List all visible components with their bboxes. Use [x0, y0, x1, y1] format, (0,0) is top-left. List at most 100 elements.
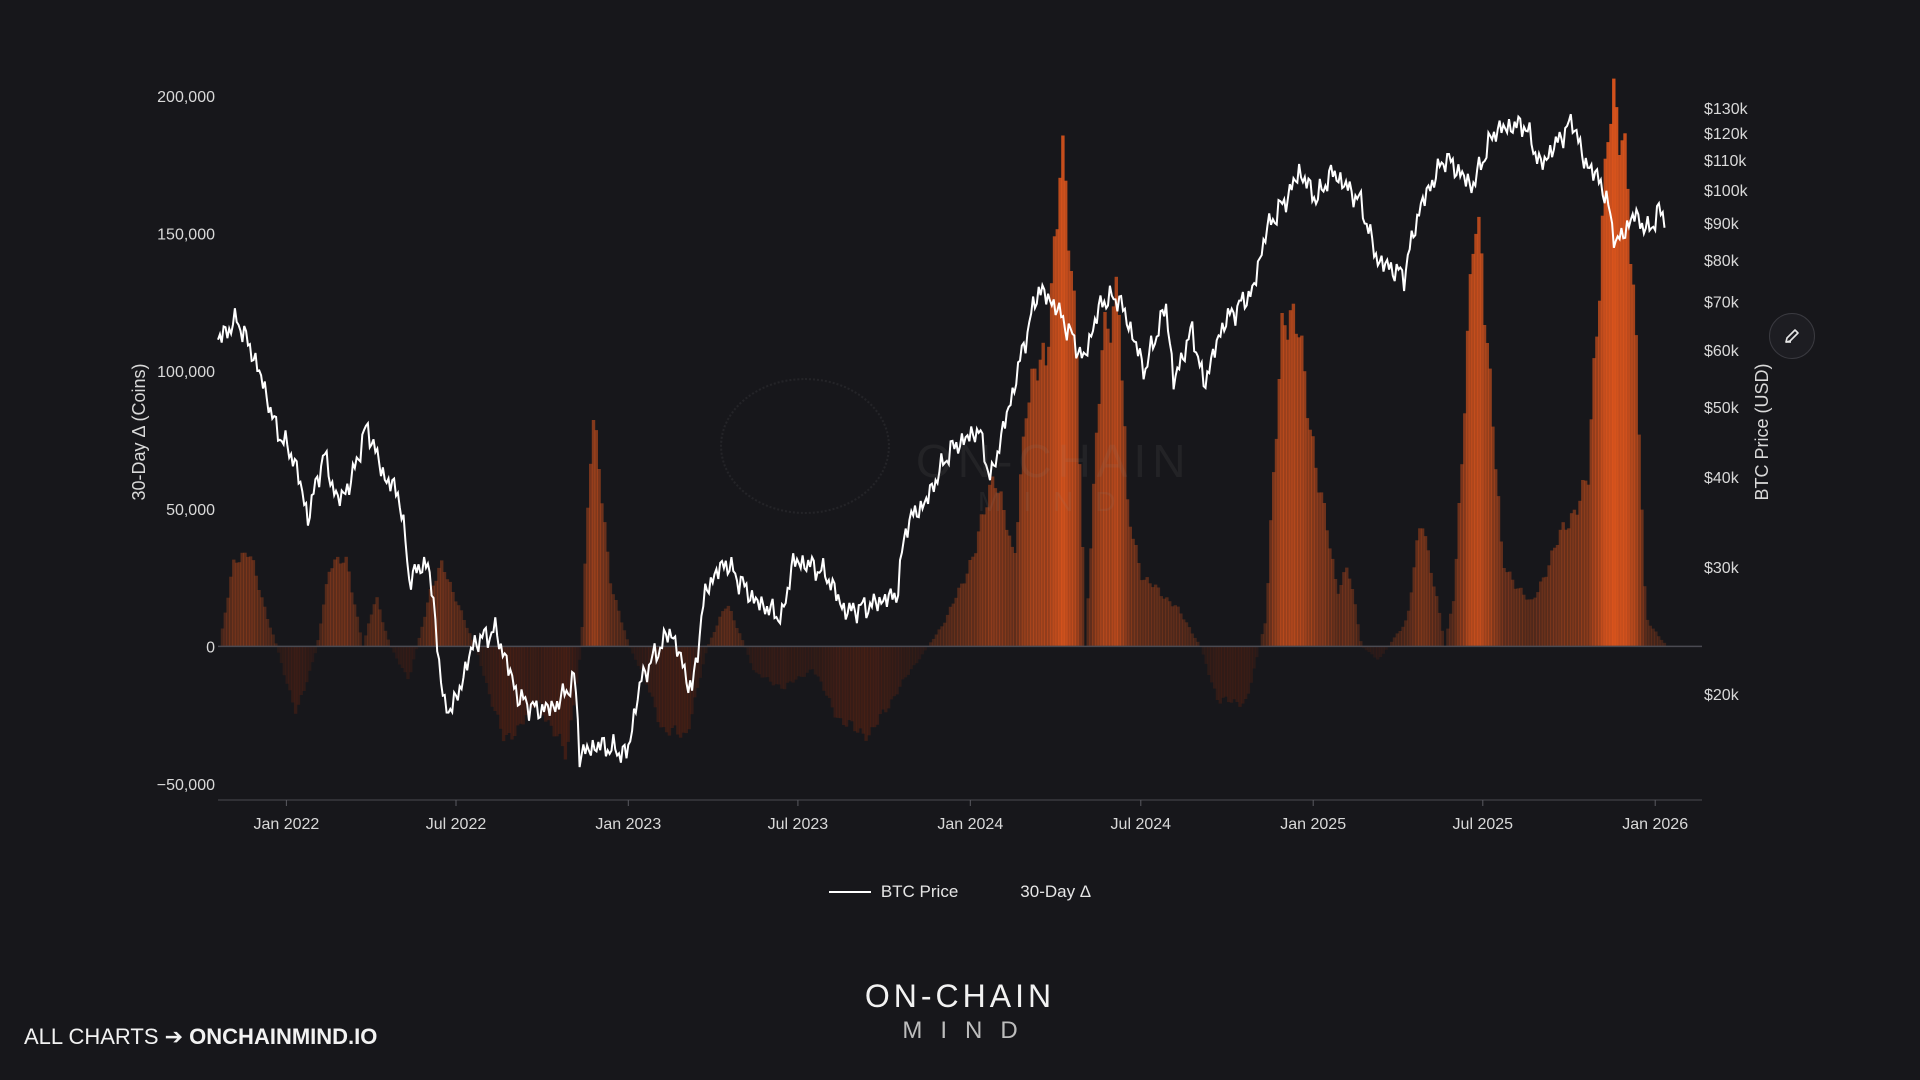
delta-bar [338, 563, 343, 647]
delta-bar [456, 605, 461, 647]
delta-bar [1435, 596, 1439, 647]
delta-bar [856, 646, 860, 733]
right-tick-label: $60k [1704, 343, 1740, 360]
delta-bar [886, 646, 891, 709]
delta-bar [442, 572, 447, 647]
delta-bar [1162, 598, 1166, 647]
delta-bar [378, 609, 382, 647]
delta-bar [417, 637, 422, 647]
delta-bar [929, 642, 933, 647]
delta-bar [240, 552, 244, 647]
delta-bar [1097, 403, 1102, 647]
watermark-line1: ON-CHAIN [916, 435, 1192, 487]
delta-bar [237, 562, 242, 647]
delta-bar [1024, 418, 1029, 647]
legend-item-btc-price[interactable]: BTC Price [828, 882, 958, 902]
delta-bar [1595, 336, 1599, 647]
delta-bar [355, 616, 360, 647]
delta-bar [1111, 306, 1116, 647]
delta-bar [1539, 581, 1543, 647]
delta-bar [1460, 464, 1464, 647]
delta-bar [305, 646, 309, 683]
delta-bar [381, 622, 385, 647]
delta-bar [726, 605, 731, 647]
delta-bar [619, 622, 624, 647]
delta-bar [1286, 339, 1290, 647]
delta-bar [822, 646, 826, 691]
delta-bar [246, 556, 250, 647]
delta-bar [1179, 613, 1183, 647]
delta-bar [861, 646, 866, 734]
delta-bar [853, 646, 857, 732]
delta-bar [721, 611, 725, 647]
delta-bar [282, 646, 287, 676]
delta-bar [1333, 579, 1338, 647]
right-tick-label: $70k [1704, 295, 1740, 312]
delta-bar [1331, 558, 1335, 647]
delta-bar [701, 646, 705, 665]
delta-bar [1207, 646, 1211, 675]
delta-bar [1429, 572, 1433, 647]
legend: BTC Price 30-Day Δ [0, 882, 1920, 902]
delta-bar [943, 622, 947, 647]
delta-bar [1120, 380, 1124, 647]
delta-bar [909, 646, 913, 670]
delta-bar [513, 646, 517, 736]
delta-bar [659, 646, 663, 728]
brand-line2: MIND [902, 1017, 1036, 1044]
footer-site-link[interactable]: ONCHAINMIND.IO [189, 1024, 378, 1049]
delta-bar [1148, 583, 1152, 647]
delta-bar [1002, 510, 1006, 647]
left-tick-label: 200,000 [157, 89, 215, 106]
watermark-line2: MIND [978, 486, 1138, 517]
delta-bar [777, 646, 781, 685]
delta-bar [279, 646, 284, 663]
delta-bar [1010, 546, 1015, 647]
delta-bar [1066, 250, 1071, 647]
delta-bar [1654, 631, 1658, 647]
delta-bar [1049, 283, 1054, 647]
delta-bar [229, 576, 233, 647]
delta-bar [1272, 472, 1276, 647]
delta-bar [842, 646, 846, 725]
delta-bar [1465, 330, 1470, 647]
delta-bar [220, 628, 225, 647]
edit-button[interactable] [1769, 313, 1815, 359]
delta-bar [1078, 464, 1082, 647]
delta-bar [723, 608, 728, 647]
delta-bar [1364, 646, 1369, 651]
legend-item-30-day-delta[interactable]: 30-Day Δ [1020, 882, 1091, 902]
delta-bar [937, 629, 941, 647]
delta-bar [704, 646, 708, 654]
delta-bar [1291, 303, 1296, 647]
delta-bar [1103, 312, 1107, 647]
delta-bar [302, 646, 306, 691]
delta-bar [307, 646, 312, 671]
delta-bar [372, 604, 377, 647]
footer-prefix: ALL CHARTS ➔ [24, 1024, 184, 1049]
delta-bar [274, 643, 278, 647]
right-tick-label: $40k [1704, 470, 1740, 487]
delta-bar [1339, 585, 1343, 647]
delta-bar [830, 646, 835, 708]
delta-bar [549, 646, 554, 726]
delta-bar [664, 646, 669, 733]
x-tick-label: Jan 2025 [1280, 816, 1346, 833]
delta-bar [1159, 596, 1164, 647]
right-tick-label: $90k [1704, 216, 1740, 233]
delta-bar [780, 646, 784, 689]
delta-bar [735, 628, 739, 647]
delta-bar [1347, 578, 1352, 647]
delta-bar [1634, 335, 1638, 647]
delta-bar [1117, 314, 1121, 647]
delta-bar [962, 583, 967, 647]
delta-bar [1072, 290, 1076, 647]
delta-bar [1513, 588, 1518, 647]
delta-bar [811, 646, 815, 670]
delta-bar [906, 646, 911, 675]
legend-line-swatch [828, 891, 871, 893]
delta-bar [490, 646, 495, 707]
delta-bar [1370, 646, 1374, 655]
delta-bar [1277, 379, 1282, 647]
delta-bar [1047, 346, 1051, 647]
